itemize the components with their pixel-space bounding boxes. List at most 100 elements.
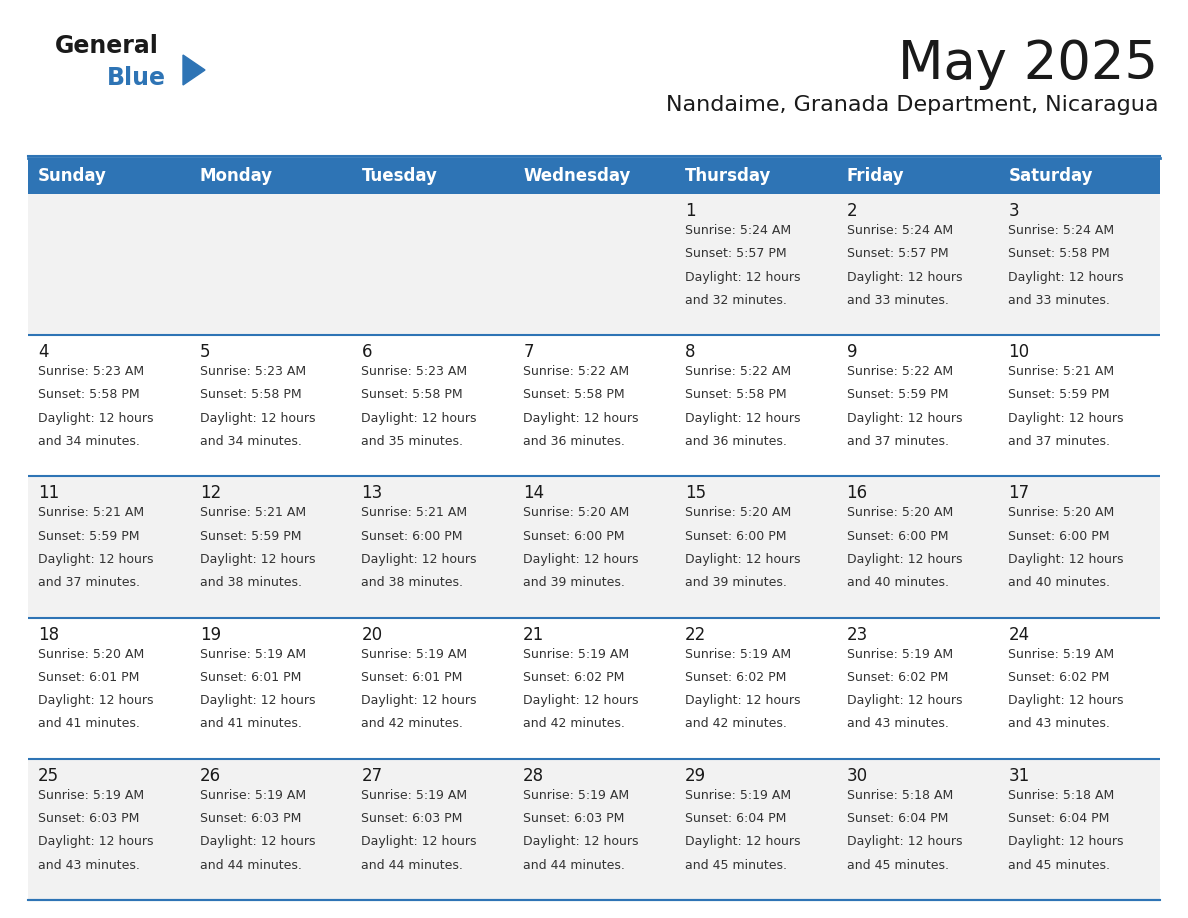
Text: Sunrise: 5:23 AM: Sunrise: 5:23 AM (38, 365, 144, 378)
Bar (513, 194, 675, 335)
Text: Sunset: 6:01 PM: Sunset: 6:01 PM (361, 671, 463, 684)
Text: 10: 10 (1009, 343, 1030, 361)
Bar (998, 158, 1159, 194)
Bar (190, 335, 352, 476)
Text: 14: 14 (523, 485, 544, 502)
Text: 25: 25 (38, 767, 59, 785)
Bar (190, 476, 352, 618)
Bar (29, 194, 190, 335)
Text: Sunset: 6:01 PM: Sunset: 6:01 PM (38, 671, 139, 684)
Bar (190, 158, 352, 194)
Text: 22: 22 (684, 625, 706, 644)
Text: Sunrise: 5:22 AM: Sunrise: 5:22 AM (847, 365, 953, 378)
Text: and 38 minutes.: and 38 minutes. (361, 577, 463, 589)
Text: and 36 minutes.: and 36 minutes. (684, 435, 786, 448)
Text: and 40 minutes.: and 40 minutes. (847, 577, 948, 589)
Text: Sunrise: 5:21 AM: Sunrise: 5:21 AM (38, 507, 144, 520)
Text: Sunrise: 5:22 AM: Sunrise: 5:22 AM (684, 365, 791, 378)
Text: Daylight: 12 hours: Daylight: 12 hours (684, 271, 801, 284)
Text: Daylight: 12 hours: Daylight: 12 hours (523, 694, 639, 707)
Bar (675, 476, 836, 618)
Text: 2: 2 (847, 202, 858, 220)
Text: and 33 minutes.: and 33 minutes. (1009, 294, 1110, 307)
Text: Sunday: Sunday (38, 167, 107, 185)
Text: Daylight: 12 hours: Daylight: 12 hours (1009, 553, 1124, 566)
Text: Sunset: 5:58 PM: Sunset: 5:58 PM (1009, 247, 1110, 261)
Text: 7: 7 (523, 343, 533, 361)
Text: Sunset: 5:57 PM: Sunset: 5:57 PM (684, 247, 786, 261)
Text: and 45 minutes.: and 45 minutes. (1009, 858, 1111, 872)
Text: Sunset: 6:03 PM: Sunset: 6:03 PM (38, 812, 139, 825)
Text: Sunrise: 5:19 AM: Sunrise: 5:19 AM (523, 647, 630, 661)
Bar (836, 618, 998, 759)
Text: Sunset: 6:00 PM: Sunset: 6:00 PM (523, 530, 625, 543)
Text: Sunset: 5:58 PM: Sunset: 5:58 PM (38, 388, 140, 401)
Bar (836, 158, 998, 194)
Text: Daylight: 12 hours: Daylight: 12 hours (200, 694, 315, 707)
Bar (352, 476, 513, 618)
Text: 28: 28 (523, 767, 544, 785)
Text: 29: 29 (684, 767, 706, 785)
Text: 24: 24 (1009, 625, 1030, 644)
Text: Sunrise: 5:20 AM: Sunrise: 5:20 AM (523, 507, 630, 520)
Bar (29, 759, 190, 900)
Bar (29, 335, 190, 476)
Text: Friday: Friday (847, 167, 904, 185)
Bar (513, 335, 675, 476)
Bar (836, 335, 998, 476)
Bar (29, 618, 190, 759)
Text: Sunset: 6:00 PM: Sunset: 6:00 PM (684, 530, 786, 543)
Text: and 39 minutes.: and 39 minutes. (684, 577, 786, 589)
Text: Sunrise: 5:23 AM: Sunrise: 5:23 AM (361, 365, 468, 378)
Text: Daylight: 12 hours: Daylight: 12 hours (847, 412, 962, 425)
Bar (675, 194, 836, 335)
Text: and 33 minutes.: and 33 minutes. (847, 294, 948, 307)
Text: 26: 26 (200, 767, 221, 785)
Text: and 44 minutes.: and 44 minutes. (200, 858, 302, 872)
Bar (352, 759, 513, 900)
Text: Daylight: 12 hours: Daylight: 12 hours (200, 553, 315, 566)
Text: Sunset: 6:04 PM: Sunset: 6:04 PM (684, 812, 786, 825)
Polygon shape (183, 55, 206, 85)
Bar (190, 759, 352, 900)
Text: 5: 5 (200, 343, 210, 361)
Bar (998, 194, 1159, 335)
Text: and 32 minutes.: and 32 minutes. (684, 294, 786, 307)
Text: Daylight: 12 hours: Daylight: 12 hours (38, 412, 153, 425)
Text: Sunset: 5:57 PM: Sunset: 5:57 PM (847, 247, 948, 261)
Bar (352, 618, 513, 759)
Bar (190, 618, 352, 759)
Text: Sunset: 6:00 PM: Sunset: 6:00 PM (1009, 530, 1110, 543)
Text: Sunrise: 5:24 AM: Sunrise: 5:24 AM (1009, 224, 1114, 237)
Text: Daylight: 12 hours: Daylight: 12 hours (847, 271, 962, 284)
Text: Daylight: 12 hours: Daylight: 12 hours (361, 835, 476, 848)
Text: Daylight: 12 hours: Daylight: 12 hours (361, 553, 476, 566)
Text: and 42 minutes.: and 42 minutes. (523, 718, 625, 731)
Bar (352, 194, 513, 335)
Text: Saturday: Saturday (1009, 167, 1093, 185)
Text: Daylight: 12 hours: Daylight: 12 hours (684, 553, 801, 566)
Text: Sunrise: 5:19 AM: Sunrise: 5:19 AM (361, 647, 468, 661)
Text: Blue: Blue (107, 66, 166, 90)
Text: 23: 23 (847, 625, 867, 644)
Text: Sunset: 5:59 PM: Sunset: 5:59 PM (847, 388, 948, 401)
Text: Sunrise: 5:23 AM: Sunrise: 5:23 AM (200, 365, 305, 378)
Text: Sunrise: 5:21 AM: Sunrise: 5:21 AM (200, 507, 305, 520)
Bar (675, 618, 836, 759)
Text: 6: 6 (361, 343, 372, 361)
Bar (836, 194, 998, 335)
Text: Daylight: 12 hours: Daylight: 12 hours (523, 412, 639, 425)
Bar (352, 158, 513, 194)
Text: Sunrise: 5:19 AM: Sunrise: 5:19 AM (38, 789, 144, 801)
Text: and 43 minutes.: and 43 minutes. (1009, 718, 1110, 731)
Text: 17: 17 (1009, 485, 1030, 502)
Bar (998, 759, 1159, 900)
Text: Sunset: 6:04 PM: Sunset: 6:04 PM (1009, 812, 1110, 825)
Text: Sunrise: 5:19 AM: Sunrise: 5:19 AM (361, 789, 468, 801)
Text: Sunset: 5:58 PM: Sunset: 5:58 PM (684, 388, 786, 401)
Text: Daylight: 12 hours: Daylight: 12 hours (523, 553, 639, 566)
Text: Sunset: 5:58 PM: Sunset: 5:58 PM (361, 388, 463, 401)
Text: and 42 minutes.: and 42 minutes. (361, 718, 463, 731)
Text: 11: 11 (38, 485, 59, 502)
Text: May 2025: May 2025 (898, 38, 1158, 90)
